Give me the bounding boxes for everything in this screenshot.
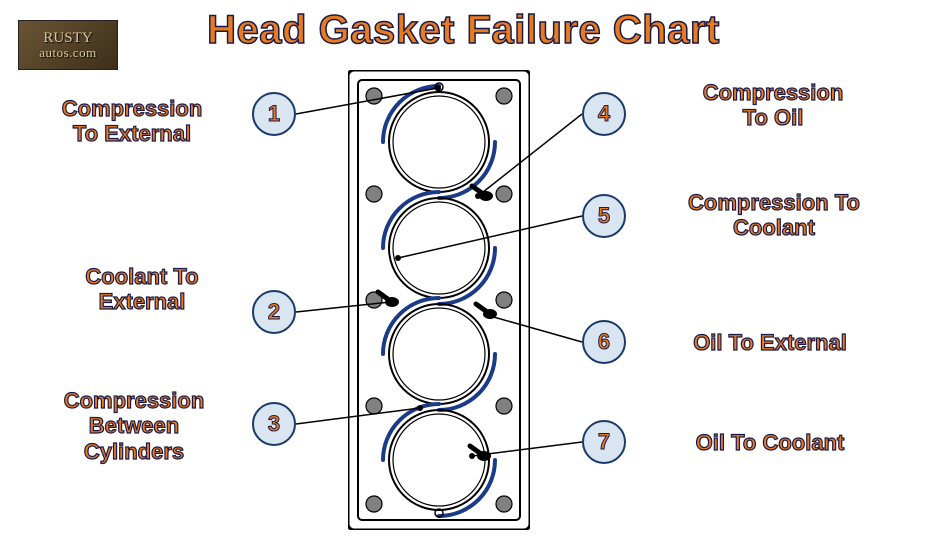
callout-badge-5: 5 (582, 194, 626, 238)
callout-label-4: Compression To Oil (668, 80, 878, 131)
gasket-diagram (348, 70, 530, 530)
page-title: Head Gasket Failure Chart (207, 8, 720, 53)
callout-number: 7 (598, 429, 610, 455)
logo-line2: autos.com (39, 46, 97, 59)
callout-badge-6: 6 (582, 320, 626, 364)
callout-badge-2: 2 (252, 290, 296, 334)
callout-label-7: Oil To Coolant (660, 430, 880, 455)
callout-badge-7: 7 (582, 420, 626, 464)
callout-badge-4: 4 (582, 92, 626, 136)
callout-number: 4 (598, 101, 610, 127)
callout-label-1: Compression To External (32, 96, 232, 147)
callout-number: 6 (598, 329, 610, 355)
callout-label-6: Oil To External (660, 330, 880, 355)
callout-badge-1: 1 (252, 92, 296, 136)
logo-line1: RUSTY (43, 31, 92, 46)
callout-number: 3 (268, 411, 280, 437)
callout-badge-3: 3 (252, 402, 296, 446)
logo: RUSTY autos.com (18, 20, 118, 70)
callout-number: 5 (598, 203, 610, 229)
callout-label-3: Compression Between Cylinders (34, 388, 234, 464)
callout-label-2: Coolant To External (52, 264, 232, 315)
gasket-svg (348, 70, 530, 530)
callout-label-5: Compression To Coolant (654, 190, 894, 241)
callout-number: 1 (268, 101, 280, 127)
callout-number: 2 (268, 299, 280, 325)
